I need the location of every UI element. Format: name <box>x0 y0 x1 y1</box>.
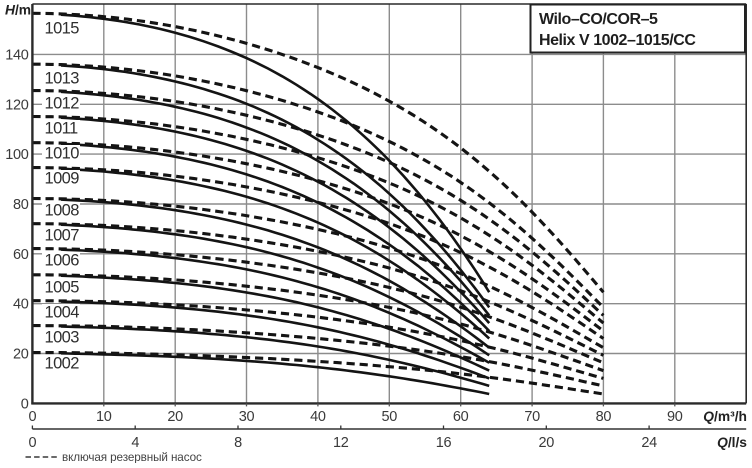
svg-text:16: 16 <box>436 435 452 451</box>
svg-text:100: 100 <box>5 147 29 163</box>
svg-text:1006: 1006 <box>45 252 80 270</box>
svg-text:10: 10 <box>96 409 112 425</box>
svg-text:140: 140 <box>5 47 29 63</box>
svg-text:Wilo–CO/COR–5: Wilo–CO/COR–5 <box>539 11 658 28</box>
svg-text:60: 60 <box>453 409 469 425</box>
svg-text:90: 90 <box>667 409 683 425</box>
svg-text:12: 12 <box>333 435 349 451</box>
svg-text:40: 40 <box>13 297 29 313</box>
svg-text:Q/m³/h: Q/m³/h <box>703 409 747 424</box>
svg-text:1010: 1010 <box>45 145 80 163</box>
svg-text:40: 40 <box>310 409 326 425</box>
svg-text:Helix V 1002–1015/CC: Helix V 1002–1015/CC <box>539 32 696 49</box>
svg-text:1004: 1004 <box>45 304 80 322</box>
svg-text:1015: 1015 <box>45 20 80 38</box>
svg-text:20: 20 <box>13 347 29 363</box>
svg-text:4: 4 <box>131 435 139 451</box>
svg-text:1002: 1002 <box>45 355 80 373</box>
svg-text:30: 30 <box>239 409 255 425</box>
svg-text:0: 0 <box>21 396 29 412</box>
svg-text:1003: 1003 <box>45 329 80 347</box>
svg-text:1009: 1009 <box>45 170 80 188</box>
svg-text:Q/l/s: Q/l/s <box>717 435 747 450</box>
svg-text:50: 50 <box>382 409 398 425</box>
svg-text:20: 20 <box>539 435 555 451</box>
svg-text:1007: 1007 <box>45 227 80 245</box>
svg-text:120: 120 <box>5 97 29 113</box>
svg-text:80: 80 <box>596 409 612 425</box>
svg-text:1008: 1008 <box>45 202 80 220</box>
svg-text:H/m: H/m <box>5 3 31 18</box>
svg-text:1012: 1012 <box>45 95 80 113</box>
svg-text:80: 80 <box>13 197 29 213</box>
svg-text:1013: 1013 <box>45 70 80 88</box>
svg-text:1011: 1011 <box>45 120 79 138</box>
svg-text:70: 70 <box>524 409 540 425</box>
svg-text:8: 8 <box>234 435 242 451</box>
svg-text:20: 20 <box>167 409 183 425</box>
svg-text:0: 0 <box>29 409 37 425</box>
svg-text:1005: 1005 <box>45 279 80 297</box>
svg-text:включая резервный насос: включая резервный насос <box>62 451 202 463</box>
svg-text:0: 0 <box>29 435 37 451</box>
svg-text:24: 24 <box>641 435 657 451</box>
svg-text:60: 60 <box>13 247 29 263</box>
